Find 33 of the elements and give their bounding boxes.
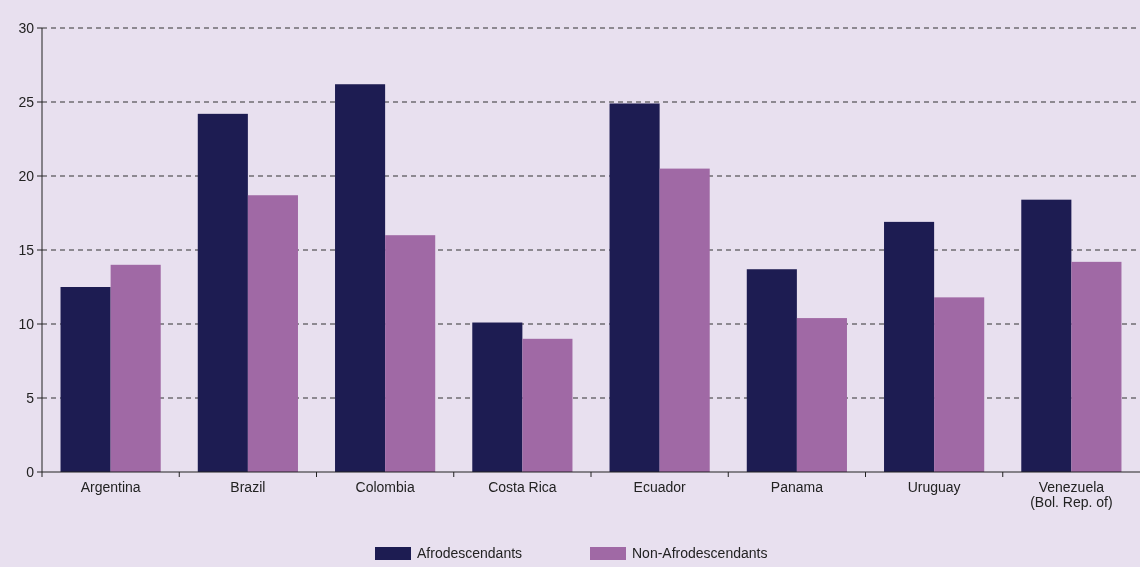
bar bbox=[110, 264, 161, 472]
legend-label: Afrodescendants bbox=[417, 545, 523, 562]
y-tick-label: 5 bbox=[26, 389, 35, 406]
y-tick-label: 10 bbox=[18, 315, 35, 332]
bar bbox=[659, 168, 710, 472]
x-tick-label: Panama bbox=[770, 479, 824, 495]
y-tick-label: 30 bbox=[18, 19, 35, 36]
legend-label: Non-Afrodescendants bbox=[632, 545, 768, 562]
y-tick-label: 0 bbox=[26, 463, 35, 480]
x-tick-label: Brazil bbox=[230, 479, 266, 495]
bar bbox=[884, 221, 935, 472]
bar bbox=[1071, 261, 1122, 472]
bar bbox=[934, 297, 985, 472]
x-tick-label: Colombia bbox=[355, 479, 415, 495]
bar bbox=[385, 235, 436, 472]
bar bbox=[746, 269, 797, 472]
bar bbox=[247, 195, 298, 472]
y-tick-label: 25 bbox=[18, 93, 35, 110]
x-tick-label: Uruguay bbox=[907, 479, 961, 495]
bar bbox=[609, 103, 660, 472]
x-tick-label: Costa Rica bbox=[488, 479, 557, 495]
bar bbox=[796, 318, 847, 472]
bar bbox=[197, 113, 248, 472]
y-tick-label: 20 bbox=[18, 167, 35, 184]
y-tick-label: 15 bbox=[18, 241, 35, 258]
x-tick-label: Ecuador bbox=[633, 479, 687, 495]
x-tick-label: Argentina bbox=[80, 479, 141, 495]
bar bbox=[522, 338, 573, 472]
bar bbox=[60, 287, 111, 472]
bar bbox=[1021, 199, 1072, 472]
x-tick-label: Venezuela (Bol. Rep. of) bbox=[1030, 479, 1113, 510]
bar bbox=[335, 84, 386, 472]
bar bbox=[472, 322, 523, 472]
